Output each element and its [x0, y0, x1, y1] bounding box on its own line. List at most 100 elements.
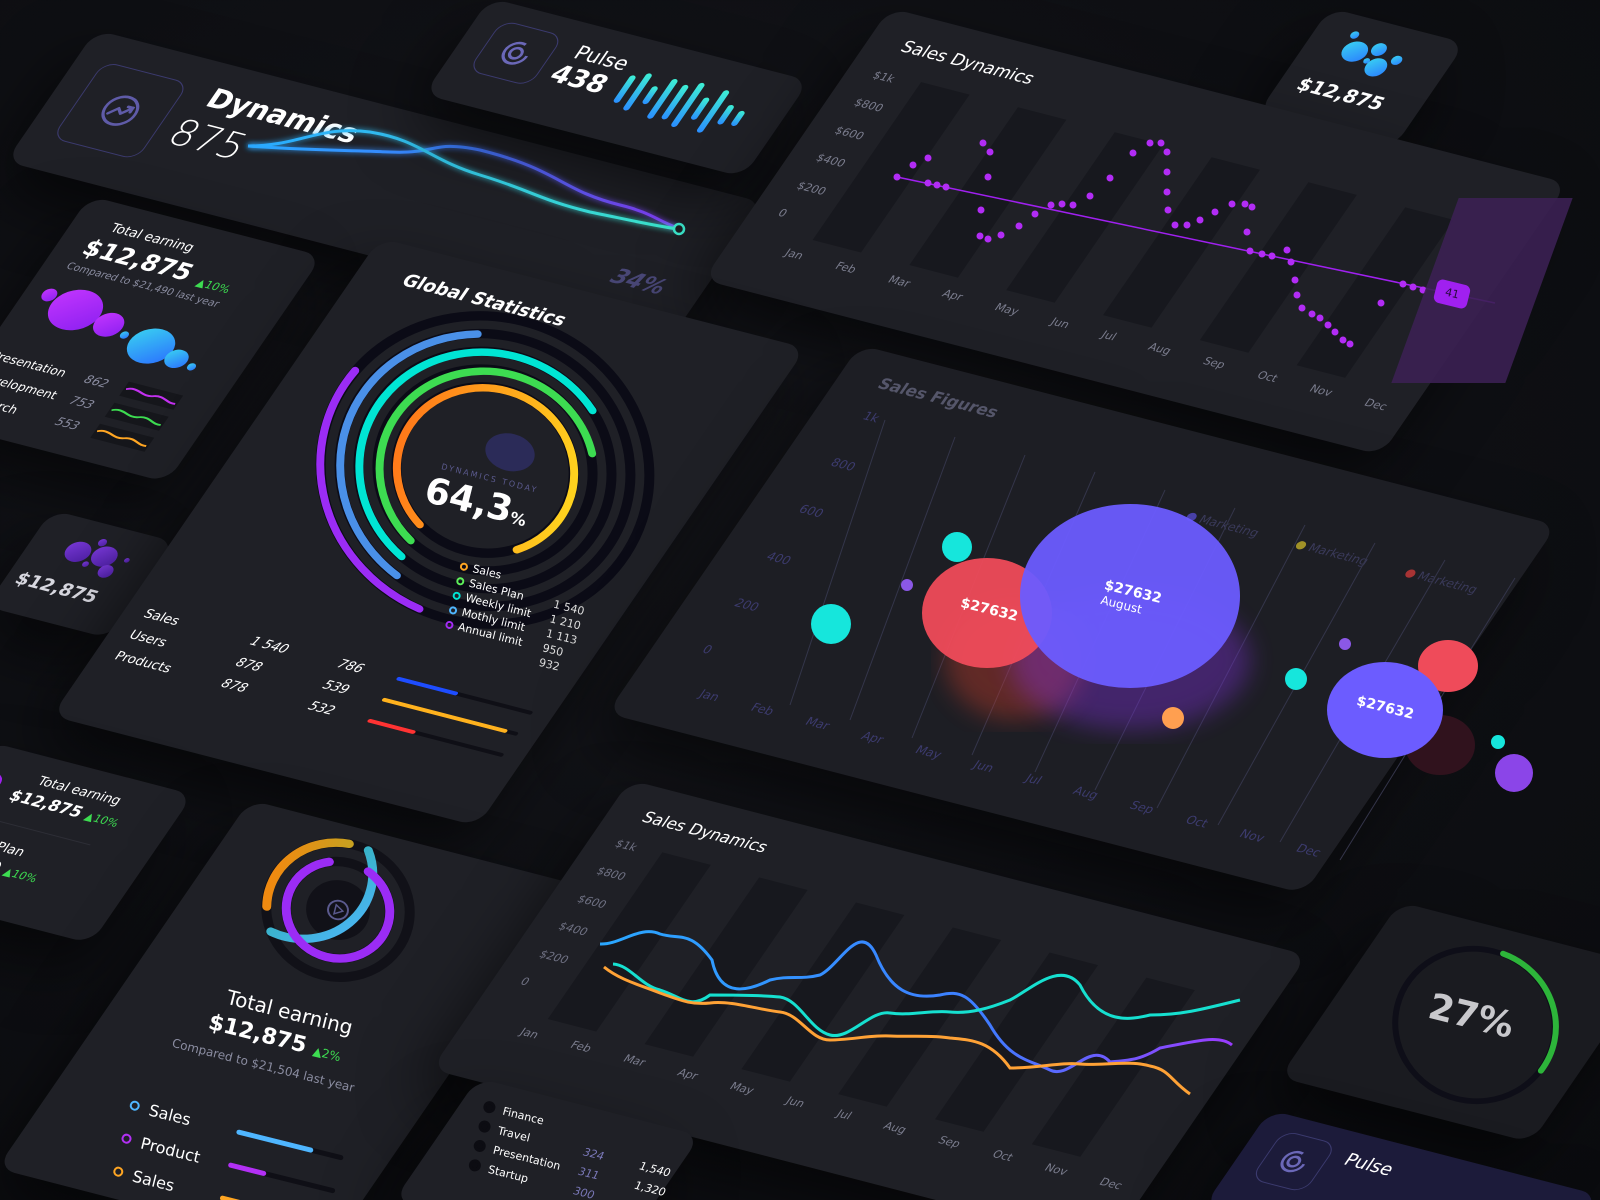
legend-ring-icon: [459, 561, 469, 572]
x-tick: Jun: [970, 757, 997, 775]
legend-ring-icon: [448, 605, 459, 615]
total-earning-change: ▲10%: [193, 276, 234, 297]
x-tick: Sep: [935, 1133, 964, 1151]
sales-dynamics-top-title: Sales Dynamics: [896, 37, 1039, 89]
legend-item[interactable]: Marketing: [1402, 566, 1481, 597]
y-tick: 0: [775, 206, 790, 220]
dynamics-percent: 34%: [605, 264, 672, 300]
x-tick: Jul: [1022, 771, 1045, 788]
sales-dynamics-bottom-title: Sales Dynamics: [638, 807, 773, 857]
x-tick: Sep: [1200, 354, 1229, 372]
legend-ring-icon: [451, 590, 462, 601]
x-tick: Feb: [567, 1038, 595, 1055]
legend-label: Marketing: [1414, 569, 1481, 597]
pulse-bottom-title: Pulse: [1339, 1149, 1398, 1181]
x-tick: Mar: [885, 273, 914, 290]
progress-fill: [236, 1128, 315, 1153]
x-tick: Dec: [1293, 841, 1325, 860]
y-tick: $800: [593, 864, 629, 884]
x-tick: Sep: [1126, 798, 1158, 817]
pulse-bars: [605, 63, 774, 147]
progress-fill: [219, 1194, 275, 1200]
x-tick: Aug: [880, 1119, 910, 1137]
status-dot-icon: [472, 1138, 487, 1154]
x-tick: May: [727, 1079, 757, 1097]
trend-chart-icon: [101, 95, 140, 126]
pulse-target-icon: [1280, 1150, 1308, 1173]
x-tick: Jan: [517, 1025, 542, 1042]
y-tick: 0: [517, 975, 533, 989]
x-tick: Oct: [1182, 812, 1212, 831]
mini-card-left[interactable]: $12,875: [0, 510, 176, 639]
x-tick: Feb: [832, 259, 860, 276]
x-tick: Feb: [748, 700, 778, 719]
x-tick: May: [912, 742, 945, 762]
mini-card-top-right[interactable]: $12,875: [1257, 8, 1466, 149]
row-sparkline: [90, 423, 155, 452]
x-tick: Nov: [1236, 826, 1268, 845]
list-item[interactable]: Research 553: [0, 386, 184, 462]
x-tick: Apr: [858, 728, 887, 747]
legend-dot-icon: [1403, 567, 1418, 579]
legend-label: Marketing: [1305, 540, 1372, 569]
list-item[interactable]: Development 753: [0, 365, 198, 441]
y-tick: $600: [832, 123, 868, 143]
pulse-bar: [730, 109, 747, 127]
list-value: [588, 1132, 637, 1144]
legend-ring-icon: [455, 575, 466, 586]
y-tick: $400: [813, 151, 849, 170]
pulse-icon-box: [467, 19, 565, 87]
y-tick: $1k: [869, 68, 898, 86]
legend-ring-icon: [112, 1165, 125, 1178]
status-dot-icon: [467, 1158, 483, 1173]
legend-item[interactable]: Marketing: [1293, 538, 1372, 569]
dynamics-card[interactable]: Dynamics 875 34%: [5, 30, 765, 335]
y-tick: $200: [536, 947, 572, 966]
x-tick: Aug: [1070, 783, 1102, 802]
y-tick: 0: [699, 642, 716, 657]
y-tick: $800: [851, 96, 886, 115]
legend-item[interactable]: Marketing: [1183, 509, 1262, 540]
y-tick: 800: [827, 455, 859, 474]
mini-card-value: $12,875: [1291, 73, 1390, 115]
pulse-target-icon: [501, 41, 531, 65]
legend-ring-icon: [128, 1099, 141, 1112]
x-tick: Aug: [1145, 340, 1175, 358]
total-earning-rows: Presentation 862 Development 753 Research 553: [0, 344, 213, 462]
x-tick: Mar: [802, 714, 833, 733]
x-tick: Apr: [674, 1066, 701, 1083]
total-earning-card-left[interactable]: Total earning $12,875 ▲10% Compared to $…: [0, 196, 323, 483]
x-tick: Dec: [1096, 1175, 1126, 1193]
x-tick: Jul: [833, 1107, 855, 1123]
legend-ring-icon: [120, 1132, 133, 1145]
x-tick: Jun: [783, 1094, 808, 1111]
legend-ring-icon: [444, 619, 455, 630]
x-tick: Oct: [1254, 368, 1281, 385]
x-tick: Jan: [696, 687, 723, 704]
y-tick: $400: [555, 919, 591, 939]
pulse-card-bottom[interactable]: Pulse: [1203, 1110, 1600, 1200]
y-tick: 200: [731, 595, 763, 614]
sales-figures-title: Sales Figures: [874, 374, 1003, 422]
legend-dot-icon: [1294, 539, 1309, 550]
status-dot-icon: [477, 1119, 492, 1134]
y-tick: 400: [763, 549, 795, 568]
bubbles-icon: [1341, 31, 1403, 77]
list-item[interactable]: Presentation 862: [0, 344, 213, 420]
y-tick: $1k: [612, 837, 640, 854]
pulse-icon-box: [1249, 1130, 1338, 1194]
x-tick: Jan: [782, 246, 807, 263]
sales-figures-legend: Marketing Marketing Marketing: [1183, 509, 1481, 597]
spacer: [442, 638, 450, 640]
bubbles-icon: [64, 539, 130, 578]
earning-sales-plan-card[interactable]: Total earning $12,875 ▲10% Sales Plan $6…: [0, 742, 194, 944]
dynamics-icon-box: [51, 61, 190, 161]
progress-fill: [366, 718, 417, 735]
sales-plan-label: Sales Plan: [0, 830, 28, 860]
progress-fill: [227, 1161, 267, 1176]
x-tick: Nov: [1306, 382, 1336, 400]
x-tick: Dec: [1361, 396, 1391, 414]
pulse-card-top[interactable]: Pulse 438: [423, 0, 810, 178]
x-tick: Jun: [1047, 315, 1073, 332]
